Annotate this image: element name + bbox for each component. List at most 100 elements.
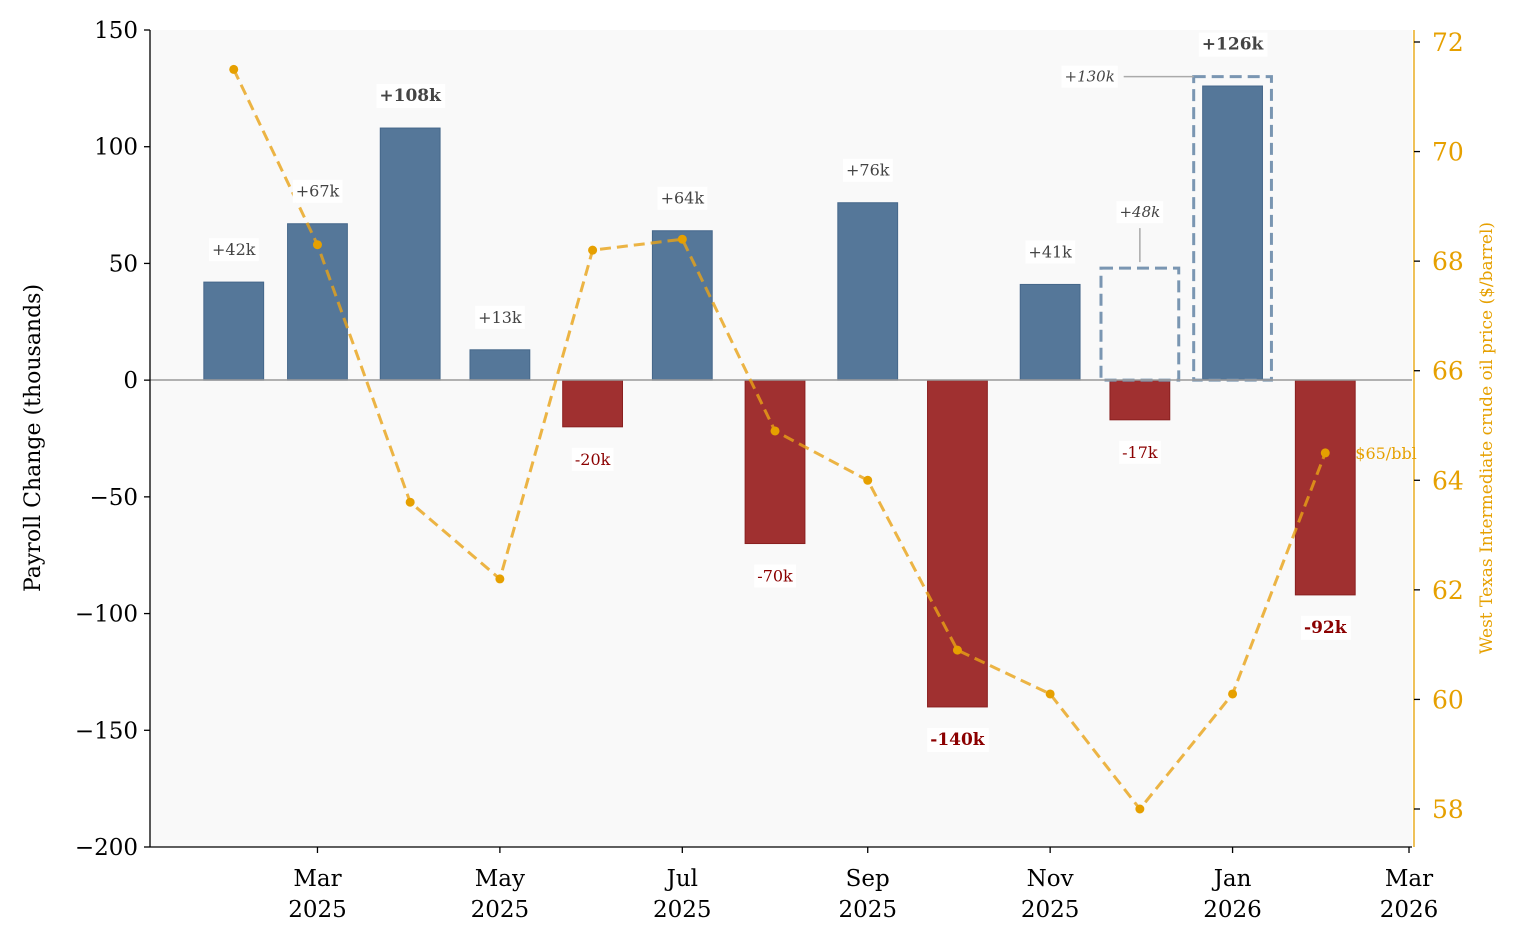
bar-label: +76k (846, 161, 890, 180)
oil-point-2025-03-01 (312, 240, 322, 250)
oil-point-2025-04-01 (405, 497, 415, 507)
bar-label: +41k (1028, 242, 1072, 261)
bar-label-bg (657, 186, 708, 210)
bar-label-group: +67k (292, 179, 343, 203)
revision-label: +130k (1065, 68, 1115, 86)
bar-label: +64k (661, 189, 705, 208)
oil-point-2025-08-01 (770, 426, 780, 436)
bar-2025-11-01 (1019, 283, 1081, 381)
bar-label-group: +76k (842, 158, 893, 182)
oil-point-2025-05-01 (495, 574, 505, 584)
x-tick-label-month: May (475, 866, 525, 892)
bar-label-group: +13k (475, 305, 525, 329)
oil-price-line: $65/bbl (229, 64, 1417, 814)
x-tick-label-year: 2025 (288, 897, 347, 923)
oil-point-2025-02-01 (229, 64, 239, 74)
bar-label-bg (754, 564, 797, 588)
bar-label: +42k (212, 240, 256, 259)
bar-label-group: +42k (209, 238, 259, 262)
x-tick-label-year: 2025 (653, 897, 712, 923)
x-tick-label-month: Sep (846, 866, 890, 892)
bar-label-bg (571, 447, 614, 471)
bar-label-group: -20k (571, 447, 614, 471)
y-tick-label: −150 (75, 718, 138, 744)
bar-label-group: +64k (657, 186, 708, 210)
x-tick-label-year: 2025 (1021, 897, 1080, 923)
bar-label: +13k (478, 308, 522, 327)
y-tick-label-right: 62 (1432, 576, 1464, 605)
bars (203, 85, 1356, 708)
x-tick-label-year: 2025 (838, 897, 897, 923)
bar-label-group: -140k (927, 727, 989, 752)
axes: −200 −150 −100 −50 0 50 100 150 58 60 62 64 66 68 70 72… (75, 18, 1464, 923)
y-tick-label-right: 70 (1432, 138, 1464, 167)
bar-label-bg (1198, 32, 1268, 57)
bar-label-group: -17k (1119, 440, 1161, 464)
bar-label: +67k (296, 182, 340, 201)
y-tick-label: 50 (109, 251, 138, 277)
oil-point-2025-12-01 (1135, 804, 1145, 814)
bar-label: -140k (930, 730, 986, 750)
y-tick-label-right: 66 (1432, 357, 1464, 386)
bar-label-bg (1025, 240, 1076, 264)
oil-point-2026-02-01 (1320, 448, 1330, 458)
x-tick-label-month: Nov (1027, 866, 1074, 892)
bar-2025-06-01 (562, 379, 624, 428)
bar-2026-02-01 (1294, 379, 1356, 596)
bar-label-bg (1301, 615, 1351, 640)
x-tick-label-year: 2026 (1203, 897, 1262, 923)
bar-2025-05-01 (469, 349, 531, 381)
y-tick-label: 150 (94, 18, 138, 44)
x-tick-label-year: 2026 (1380, 897, 1439, 923)
x-tick-label-month: Mar (293, 866, 341, 892)
bar-2025-10-01 (927, 379, 988, 708)
oil-point-2025-09-01 (863, 475, 873, 485)
bar-label-bg (209, 238, 259, 262)
revision-label-bg (1116, 201, 1164, 224)
oil-annotation: $65/bbl (1355, 444, 1417, 463)
bar-label-bg (376, 84, 446, 109)
bar-label: -92k (1304, 618, 1348, 638)
bar-2025-12-01 (1109, 379, 1171, 421)
bar-label: -70k (757, 567, 793, 586)
bar-label: -17k (1122, 443, 1158, 462)
oil-point-2025-07-01 (677, 234, 687, 244)
bar-label: -20k (575, 450, 611, 469)
revision-label-group: +130k (1061, 65, 1118, 88)
revision-outline-2025-12-01 (1099, 266, 1181, 382)
oil-point-2025-06-01 (588, 245, 598, 255)
bar-label-bg (842, 158, 893, 182)
bar-label: +108k (379, 86, 442, 106)
bar-2025-04-01 (379, 127, 441, 381)
oil-point-2026-01-01 (1228, 689, 1238, 699)
x-tick-label-month: Jan (1212, 866, 1252, 892)
bar-label-group: -92k (1301, 615, 1351, 640)
bar-label-group: +41k (1025, 240, 1076, 264)
y-axis-label-right: West Texas Intermediate crude oil price … (1477, 222, 1497, 654)
bar-2025-02-01 (203, 281, 265, 381)
bar-2025-07-01 (651, 230, 713, 381)
x-tick-label-month: Jul (665, 866, 698, 892)
x-tick-label-year: 2025 (471, 897, 530, 923)
bar-label-group: +108k (376, 84, 446, 109)
y-tick-label: −50 (89, 485, 138, 511)
bar-2025-08-01 (744, 379, 806, 545)
y-tick-label-right: 58 (1432, 795, 1464, 824)
bar-labels: +42k +67k +108k +13k -20k +64k -70k +76k -140k +4… (209, 32, 1351, 752)
bar-label-bg (475, 305, 525, 329)
y-tick-label-right: 60 (1432, 685, 1464, 714)
revision-label-group: +48k (1116, 201, 1164, 224)
y-tick-label-right: 72 (1432, 28, 1464, 57)
y-tick-label: 100 (94, 135, 138, 161)
bar-label-group: +126k (1198, 32, 1268, 57)
y-tick-label: −200 (75, 835, 138, 861)
bar-label-bg (927, 727, 989, 752)
x-tick-label-month: Mar (1385, 866, 1433, 892)
y-tick-label-right: 64 (1432, 466, 1464, 495)
bar-label-group: -70k (754, 564, 797, 588)
y-tick-label-right: 68 (1432, 247, 1464, 276)
bar-label: +126k (1202, 35, 1265, 55)
bar-label-bg (292, 179, 343, 203)
bar-2025-03-01 (287, 223, 348, 381)
